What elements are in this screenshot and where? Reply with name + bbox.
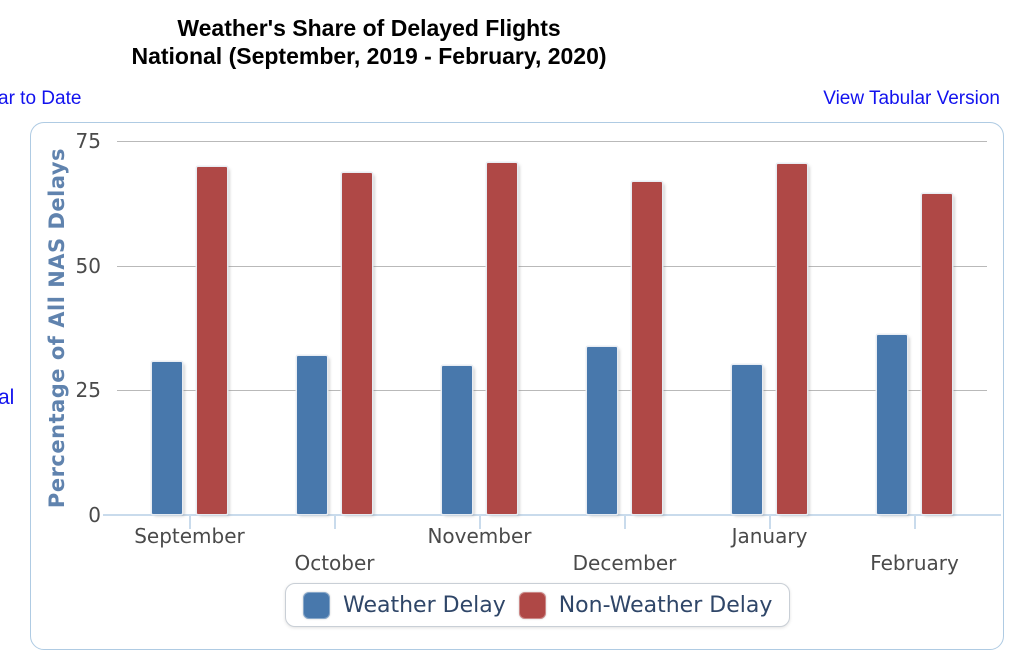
bar-non-weather-delay-december[interactable] xyxy=(632,181,662,514)
y-tick-label-50: 50 xyxy=(75,253,101,278)
bar-weather-delay-december[interactable] xyxy=(587,347,617,514)
legend-swatch-non-weather-delay xyxy=(518,591,546,619)
bar-weather-delay-january[interactable] xyxy=(732,364,762,514)
legend-label-non-weather-delay: Non-Weather Delay xyxy=(558,592,773,618)
bar-weather-delay-september[interactable] xyxy=(152,361,182,514)
left-cropped-link[interactable]: al xyxy=(0,386,15,409)
plot-area: 0 25 50 75 September October November December J… xyxy=(76,129,1001,575)
x-axis-label-february: February xyxy=(870,551,959,575)
bar-weather-delay-november[interactable] xyxy=(442,366,472,514)
bar-non-weather-delay-november[interactable] xyxy=(487,162,517,514)
year-to-date-link[interactable]: ar to Date xyxy=(0,88,82,109)
x-axis-tick-december xyxy=(623,516,626,529)
legend: Weather Delay Non-Weather Delay xyxy=(285,583,791,627)
chart-title-line2: National (September, 2019 - February, 20… xyxy=(131,43,607,69)
bar-weather-delay-october[interactable] xyxy=(297,356,327,514)
bar-weather-delay-february[interactable] xyxy=(877,334,907,514)
y-tick-label-75: 75 xyxy=(75,129,101,153)
bar-non-weather-delay-september[interactable] xyxy=(197,167,227,514)
y-tick-label-25: 25 xyxy=(75,378,101,403)
view-tabular-version-link[interactable]: View Tabular Version xyxy=(823,88,1000,109)
x-axis-label-october: October xyxy=(294,551,375,575)
bar-non-weather-delay-october[interactable] xyxy=(342,172,372,514)
legend-label-weather-delay: Weather Delay xyxy=(343,592,506,618)
x-axis-tick-february xyxy=(913,516,916,529)
gridline-50 xyxy=(117,265,987,267)
gridline-25 xyxy=(117,390,987,392)
x-axis-label-january: January xyxy=(731,524,808,548)
legend-swatch-weather-delay xyxy=(303,591,330,619)
y-axis-label: Percentage of All NAS Delays xyxy=(45,147,69,509)
x-axis-tick-january xyxy=(768,516,771,529)
x-axis-label-november: November xyxy=(427,524,532,548)
x-axis-label-december: December xyxy=(572,551,677,575)
y-tick-label-0: 0 xyxy=(88,503,101,527)
bar-non-weather-delay-january[interactable] xyxy=(777,164,807,514)
chart-panel xyxy=(30,122,1004,650)
chart-title: Weather's Share of Delayed Flights Natio… xyxy=(0,14,738,70)
x-axis-line xyxy=(103,514,1001,516)
bar-non-weather-delay-february[interactable] xyxy=(922,194,952,514)
x-axis-label-september: September xyxy=(134,524,245,548)
x-axis-tick-september xyxy=(188,516,191,529)
chart-title-line1: Weather's Share of Delayed Flights xyxy=(177,15,561,41)
x-axis-tick-october xyxy=(333,516,336,529)
gridline-75 xyxy=(117,141,987,142)
x-axis-tick-november xyxy=(478,516,481,529)
